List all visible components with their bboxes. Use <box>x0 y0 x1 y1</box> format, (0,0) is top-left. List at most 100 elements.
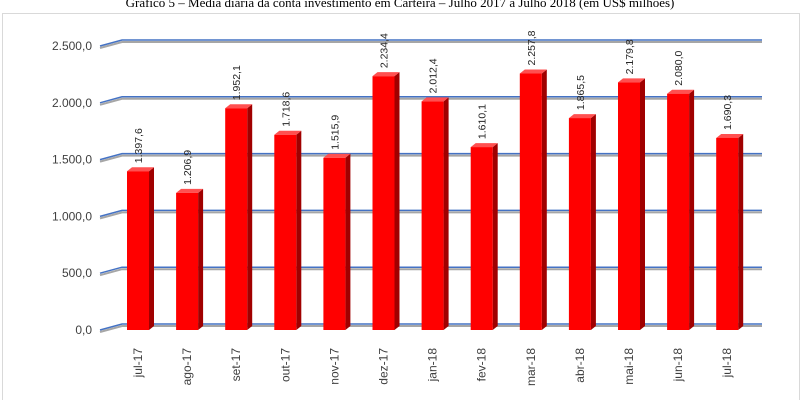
bar-front <box>127 171 149 330</box>
grid-line <box>99 96 762 104</box>
value-label: 1.515,9 <box>329 115 341 150</box>
grid-line-shadow <box>99 97 762 106</box>
bar-side <box>198 188 204 330</box>
grid-line-shadow <box>99 325 762 333</box>
value-label: 1.718,6 <box>280 92 292 127</box>
bar-front <box>176 192 199 330</box>
y-tick-label: 1.000,0 <box>52 209 92 223</box>
bar <box>225 104 253 330</box>
bar-side <box>640 78 645 330</box>
chart-frame <box>2 13 800 400</box>
bar-top <box>470 143 498 148</box>
y-tick-label: 1.500,0 <box>52 153 92 167</box>
bar-front <box>372 76 395 331</box>
x-tick-label: jul-18 <box>720 348 734 379</box>
grid-line <box>99 39 762 47</box>
bar <box>519 69 547 331</box>
bar-top <box>225 104 253 109</box>
value-label: 1.952,1 <box>231 65 243 100</box>
bar <box>470 143 498 330</box>
bar <box>568 114 596 331</box>
bar <box>618 78 645 330</box>
bar-front <box>519 73 542 331</box>
bar-top <box>519 69 547 74</box>
value-label: 1.865,5 <box>575 75 587 110</box>
bar-top <box>176 188 204 193</box>
bar <box>372 72 400 331</box>
bar-side <box>345 153 351 330</box>
grid-line-shadow <box>99 268 762 277</box>
bar <box>323 153 351 330</box>
x-tick-label: fev-18 <box>475 348 489 382</box>
bar-front <box>421 101 444 330</box>
bar-front <box>716 137 739 330</box>
bar <box>716 133 744 330</box>
bar-front <box>618 82 640 330</box>
x-tick-label: set-17 <box>229 348 243 382</box>
bar <box>176 188 204 330</box>
bar-top <box>568 114 596 119</box>
value-label: 2.080,0 <box>673 51 685 86</box>
bar-front <box>667 93 690 330</box>
bar <box>421 97 449 330</box>
grid-line-shadow <box>99 211 762 220</box>
bar-top <box>618 78 645 83</box>
bar-side <box>443 97 449 330</box>
bar-top <box>421 97 449 102</box>
value-label: 2.234,4 <box>379 33 391 68</box>
value-label: 1.610,1 <box>477 104 489 139</box>
bar-side <box>492 143 498 330</box>
bar-side <box>590 114 596 331</box>
bar-front <box>225 108 248 330</box>
bar-top <box>323 153 351 158</box>
bar-side <box>247 104 253 330</box>
bar <box>274 130 302 330</box>
value-label: 1.397,6 <box>133 128 145 163</box>
bar-front <box>568 118 591 331</box>
bar <box>667 89 695 330</box>
bar-side <box>738 133 744 330</box>
grid-line-shadow <box>99 154 762 163</box>
x-tick-label: jul-17 <box>131 348 145 379</box>
value-label: 2.257,8 <box>526 30 538 65</box>
x-tick-label: abr-18 <box>573 348 587 383</box>
value-label: 1.206,9 <box>182 150 194 185</box>
value-label: 1.690,3 <box>722 95 734 130</box>
x-tick-label: jun-18 <box>671 348 685 383</box>
y-tick-label: 2.500,0 <box>52 39 92 53</box>
bar-side <box>394 72 400 331</box>
grid-line <box>99 152 762 161</box>
chart-title: Gráfico 5 – Média diária da conta invest… <box>126 0 675 10</box>
value-label: 2.012,4 <box>428 58 440 93</box>
bar-front <box>274 134 297 330</box>
grid-line <box>99 266 762 274</box>
bar-side <box>296 130 302 330</box>
bar-side <box>149 167 154 330</box>
y-tick-label: 0,0 <box>75 323 92 337</box>
bar-top <box>274 130 302 135</box>
bar-top <box>716 133 744 138</box>
y-tick-label: 500,0 <box>62 266 92 280</box>
x-tick-label: nov-17 <box>327 348 341 385</box>
value-label: 2.179,8 <box>624 39 636 74</box>
x-tick-label: ago-17 <box>180 348 194 386</box>
grid-line <box>99 209 762 218</box>
bar <box>127 167 154 330</box>
bar-side <box>541 69 547 331</box>
x-tick-label: mai-18 <box>622 348 636 385</box>
x-tick-label: mar-18 <box>524 348 538 386</box>
y-tick-label: 2.000,0 <box>52 96 92 110</box>
x-tick-label: dez-17 <box>377 348 391 385</box>
bar-front <box>323 157 346 330</box>
bar-side <box>689 89 695 330</box>
grid-line <box>99 323 762 331</box>
x-tick-label: jan-18 <box>426 348 440 383</box>
grid-line-shadow <box>99 41 762 49</box>
bar-front <box>470 147 493 330</box>
x-tick-label: out-17 <box>278 348 292 382</box>
bar-top <box>667 89 695 94</box>
bar-top <box>127 167 154 172</box>
bar-top <box>372 72 400 77</box>
